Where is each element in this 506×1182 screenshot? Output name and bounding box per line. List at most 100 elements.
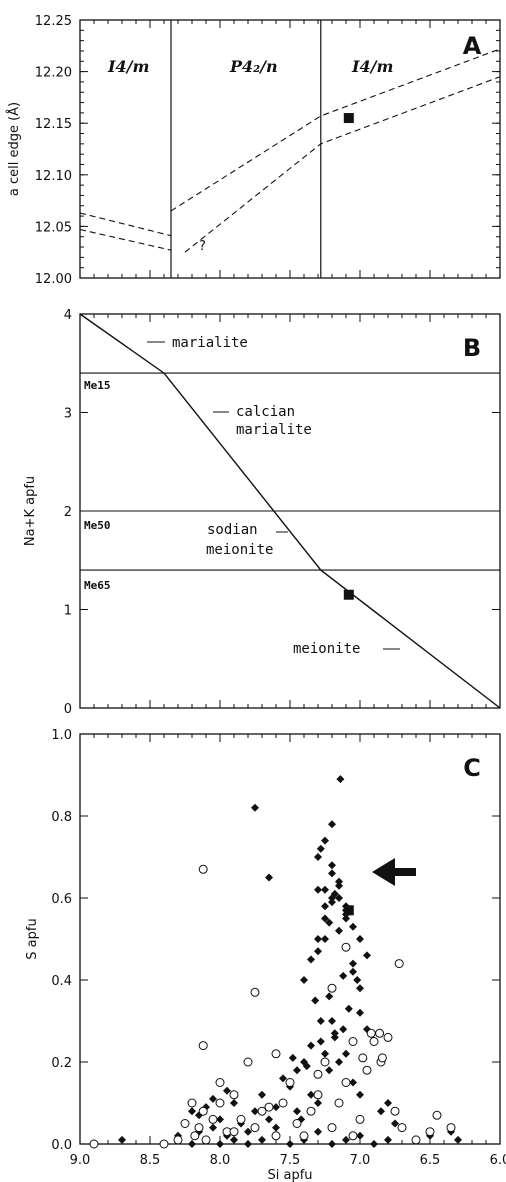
scatter-point-diamond xyxy=(265,873,273,882)
scatter-point-circle xyxy=(320,1057,330,1067)
scatter-point-diamond xyxy=(339,971,348,980)
scatter-point-circle xyxy=(257,1106,267,1116)
scatter-point-diamond xyxy=(300,976,308,984)
scatter-point-circle xyxy=(243,1057,253,1067)
region-label-i4m-left: I4/m xyxy=(107,57,149,76)
scatter-point-circle xyxy=(198,1106,208,1116)
scatter-point-diamond xyxy=(216,1115,224,1124)
scatter-point-circle xyxy=(348,1131,358,1141)
scatter-point-circle xyxy=(397,1123,407,1133)
panel-a-ytick-label: 12.20 xyxy=(35,66,72,81)
panel-a-ytick-label: 12.15 xyxy=(35,117,72,132)
scatter-point-diamond xyxy=(370,1140,378,1148)
panel-b: 0 1 2 3 4 Na+K apfu Me15 Me50 Me65 marialite… xyxy=(23,308,501,717)
scatter-point-diamond xyxy=(314,1127,322,1136)
scatter-point-circle xyxy=(285,1078,295,1087)
scatter-point-diamond xyxy=(356,984,364,993)
scatter-point-diamond xyxy=(272,1123,280,1132)
scatter-point-circle xyxy=(375,1028,385,1038)
scatter-point-diamond xyxy=(244,1140,252,1148)
scatter-point-circle xyxy=(236,1114,246,1124)
scatter-point-diamond xyxy=(325,992,334,1001)
panel-b-ytick-label: 0 xyxy=(64,702,72,717)
scatter-point-diamond xyxy=(321,935,329,943)
scatter-point-diamond xyxy=(384,1099,392,1107)
scatter-point-circle xyxy=(299,1131,309,1141)
scatter-point-circle xyxy=(159,1139,169,1149)
scatter-point-diamond xyxy=(335,881,343,890)
scatter-point-circle xyxy=(229,1090,239,1100)
scatter-point-diamond xyxy=(325,918,334,927)
region-label-p42n: P4₂/n xyxy=(229,57,278,76)
scatter-point-diamond xyxy=(377,1107,385,1116)
scatter-point-diamond xyxy=(321,1049,329,1058)
scatter-point-diamond xyxy=(328,861,336,870)
scatter-point-diamond xyxy=(286,1140,294,1148)
scatter-point-circle xyxy=(313,1090,323,1100)
scatter-point-diamond xyxy=(321,902,329,911)
scatter-point-diamond xyxy=(321,836,329,845)
scatter-point-diamond xyxy=(314,885,322,894)
panel-c-xtick-label: 6.5 xyxy=(420,1153,441,1168)
panel-c-xtick-label: 9.0 xyxy=(70,1153,91,1168)
scatter-point-circle xyxy=(201,1135,211,1145)
scatter-point-diamond xyxy=(251,803,259,812)
scatter-point-circle xyxy=(383,1032,393,1042)
panel-c-ytick-label: 0.4 xyxy=(51,974,72,989)
question-mark-label: ? xyxy=(199,239,206,254)
scatter-point-diamond xyxy=(335,1058,343,1066)
scatter-point-diamond xyxy=(302,1062,311,1071)
scatter-point-diamond xyxy=(311,996,320,1005)
scatter-point-diamond xyxy=(316,1017,325,1025)
scatter-point-diamond xyxy=(356,935,364,943)
scatter-point-diamond xyxy=(223,1086,231,1095)
scatter-point-diamond xyxy=(307,955,315,964)
panel-c-ytick-label: 0.0 xyxy=(51,1138,72,1153)
panel-c-xtick-label: 8.5 xyxy=(140,1153,161,1168)
panel-c-xtick-label: 7.5 xyxy=(280,1153,301,1168)
scatter-point-circle xyxy=(432,1110,442,1120)
scatter-point-circle xyxy=(190,1131,200,1141)
scatter-point-diamond xyxy=(330,1033,339,1042)
scatter-point-diamond xyxy=(330,889,339,898)
panel-a-ytick-label: 12.10 xyxy=(35,169,72,184)
panel-c-ytick-label: 0.8 xyxy=(51,810,72,825)
cell-edge-dashed-line xyxy=(79,212,172,237)
region-label-i4m-right: I4/m xyxy=(351,57,393,76)
panel-c-highlight-point xyxy=(343,905,354,916)
scatter-point-circle xyxy=(390,1106,400,1116)
scatter-point-diamond xyxy=(209,1123,217,1132)
scatter-point-circle xyxy=(215,1098,225,1108)
scatter-point-circle xyxy=(271,1131,281,1141)
scatter-point-diamond xyxy=(349,967,357,976)
scatter-point-circle xyxy=(215,1078,225,1087)
scatter-point-circle xyxy=(250,1123,260,1133)
panel-c-ylabel: S apfu xyxy=(25,918,40,959)
scatter-point-diamond xyxy=(328,869,336,878)
scatter-point-diamond xyxy=(321,914,329,923)
scatter-point-circle xyxy=(411,1135,421,1145)
composition-label-me65: Me65 xyxy=(84,579,111,592)
panel-label-c: C xyxy=(463,754,481,782)
scatter-point-circle xyxy=(348,1037,358,1046)
panel-b-ytick-label: 3 xyxy=(64,407,72,422)
panel-a-ytick-label: 12.05 xyxy=(35,220,72,235)
scatter-point-diamond xyxy=(328,1140,336,1148)
scatter-point-diamond xyxy=(316,844,325,853)
scatter-point-diamond xyxy=(279,1074,287,1083)
field-label-meionite: meionite xyxy=(293,641,360,657)
scatter-point-circle xyxy=(327,1123,337,1133)
scatter-point-diamond xyxy=(293,1107,301,1116)
scatter-point-diamond xyxy=(258,1090,266,1099)
scatter-point-diamond xyxy=(339,1025,348,1034)
panel-a: 12.00 12.05 12.10 12.15 12.20 12.25 a cell ed… xyxy=(6,14,501,287)
scatter-point-diamond xyxy=(251,1107,259,1116)
cell-edge-dashed-line xyxy=(79,228,172,251)
panel-c-ytick-label: 0.2 xyxy=(51,1056,72,1071)
field-label-calcian: calcian xyxy=(236,404,295,420)
scatter-point-diamond xyxy=(314,1099,322,1107)
scatter-point-diamond xyxy=(342,914,350,923)
panel-label-a: A xyxy=(463,32,482,60)
scatter-point-diamond xyxy=(349,922,357,931)
panel-b-ytick-label: 1 xyxy=(64,604,72,619)
